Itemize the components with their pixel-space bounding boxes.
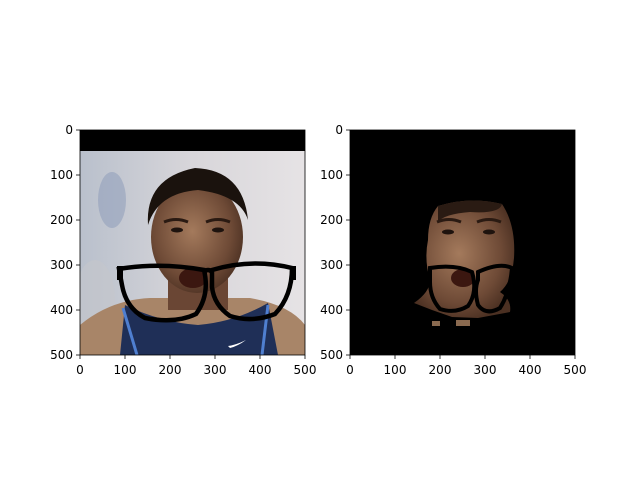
y-tick-label: 300 [320, 258, 343, 272]
axes-frame-right [349, 129, 576, 356]
y-tick-label: 500 [50, 348, 73, 362]
x-tick-label: 300 [204, 363, 227, 377]
x-tick-label: 500 [564, 363, 587, 377]
y-tick-label: 200 [320, 213, 343, 227]
axes-frame-left [79, 129, 306, 356]
y-tick-label: 100 [320, 168, 343, 182]
y-tick-label: 500 [320, 348, 343, 362]
x-tick-label: 300 [474, 363, 497, 377]
y-tick-label: 100 [50, 168, 73, 182]
x-tick-label: 400 [249, 363, 272, 377]
image-segmented [350, 130, 575, 355]
x-tick-label: 100 [384, 363, 407, 377]
y-tick-label: 0 [335, 123, 343, 137]
y-tick-label: 200 [50, 213, 73, 227]
x-tick-label: 0 [346, 363, 354, 377]
image-original [80, 130, 305, 355]
x-tick-label: 200 [159, 363, 182, 377]
panel-original-with-glasses [79, 129, 306, 356]
x-tick-label: 500 [294, 363, 317, 377]
x-tick-label: 0 [76, 363, 84, 377]
y-tick-label: 300 [50, 258, 73, 272]
x-tick-label: 100 [114, 363, 137, 377]
x-tick-label: 400 [519, 363, 542, 377]
y-tick-label: 0 [65, 123, 73, 137]
panel-segmented-face [349, 129, 576, 356]
x-tick-label: 200 [429, 363, 452, 377]
y-tick-label: 400 [320, 303, 343, 317]
y-tick-label: 400 [50, 303, 73, 317]
